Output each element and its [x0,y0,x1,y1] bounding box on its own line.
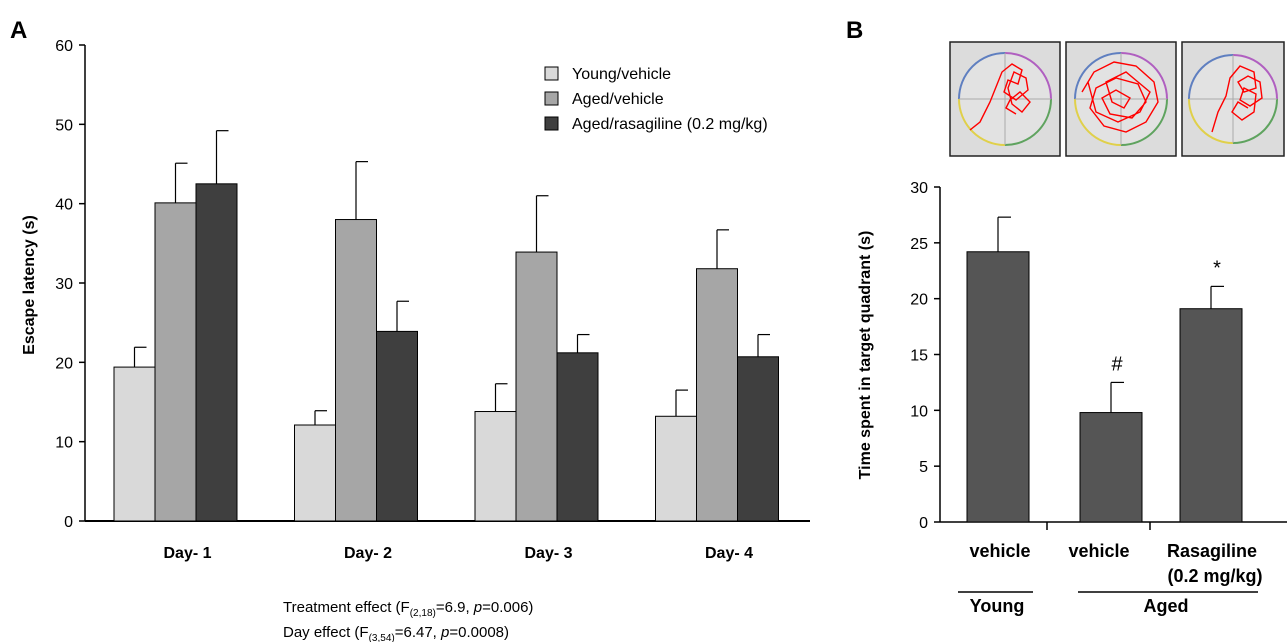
day-effect-annotation: Day effect (F(3,54)=6.47, p=0.0008) [283,624,509,642]
panel-b-letter: B [846,17,863,44]
panel-a-y-tick-label: 60 [55,38,73,55]
panel-b-significance-marker: # [1111,353,1123,375]
panel-a-bar [556,352,599,522]
panel-b-category-label: Rasagiline [1167,541,1257,561]
panel-b-bar [1079,412,1143,523]
panel-b-y-tick-label: 0 [919,515,928,532]
panel-b-bar [1179,308,1243,523]
panel-a-category-label: Day- 3 [524,545,572,562]
panel-a-category-label: Day- 1 [163,545,211,562]
treatment-effect-annotation: Treatment effect (F(2,18)=6.9, p=0.006) [283,599,533,619]
panel-a-legend-label: Aged/rasagiline (0.2 mg/kg) [572,116,768,133]
panel-a-bar [294,424,336,522]
panel-a-category-label: Day- 2 [344,545,392,562]
panel-a-y-tick-label: 10 [55,435,73,452]
panel-a-bar [335,219,377,522]
panel-a-y-tick-label: 0 [64,514,73,531]
panel-b-category-label: vehicle [1068,541,1129,561]
panel-b-y-tick-label: 20 [910,292,928,309]
panel-b-y-tick-label: 30 [910,180,928,197]
panel-b-y-tick-label: 5 [919,459,928,476]
panel-b-chart: Time spent in target quadrant (s) vehicl… [857,41,1287,616]
maze-track-aged-vehicle [1065,41,1177,157]
panel-b-category-labels: vehicle vehicle Rasagiline (0.2 mg/kg) [969,541,1262,586]
panel-a-y-axis-label: Escape latency (s) [21,215,38,355]
panel-a-letter: A [10,17,27,44]
panel-a-bar [195,183,238,522]
panel-a-bar [376,330,418,522]
panel-a-chart: Escape latency (s) Young/vehicle Aged/veh… [21,38,810,642]
panel-b-y-axis-label: Time spent in target quadrant (s) [857,231,874,480]
panel-a-legend: Young/vehicle Aged/vehicle Aged/rasagiline… [544,66,768,133]
panel-b-group-labels: Young Aged [958,591,1258,616]
panel-b-category-sublabel: (0.2 mg/kg) [1167,566,1262,586]
panel-b-y-tick-label: 25 [910,236,928,253]
panel-b-group-label-young: Young [970,596,1025,616]
panel-b-category-label: vehicle [969,541,1030,561]
panel-a-y-tick-label: 20 [55,355,73,372]
panel-a-legend-label: Young/vehicle [572,66,671,83]
panel-a-bar [737,356,779,522]
panel-a-bar [655,415,697,522]
panel-a-bar [515,251,558,522]
panel-b-y-tick-label: 10 [910,403,928,420]
panel-a-bar [154,202,197,522]
panel-a-legend-label: Aged/vehicle [572,91,664,108]
maze-track-young-vehicle [949,41,1061,157]
maze-track-aged-rasagiline [1181,41,1285,157]
panel-b-bar [966,251,1030,523]
panel-b-significance-marker: * [1213,257,1221,279]
panel-a-y-tick-label: 50 [55,117,73,134]
maze-track-thumbnails [949,41,1285,157]
panel-a-bar [696,268,738,522]
panel-a-y-tick-label: 40 [55,197,73,214]
panel-a-legend-swatch [544,116,559,131]
panel-a-bar [113,366,156,522]
panel-b-y-tick-label: 15 [910,348,928,365]
panel-b-group-label-aged: Aged [1144,596,1189,616]
panel-a-bar [474,411,517,522]
panel-a-legend-swatch [544,91,559,106]
panel-a-y-tick-label: 30 [55,276,73,293]
panel-a-legend-swatch [544,66,559,81]
panel-a-category-label: Day- 4 [705,545,753,562]
